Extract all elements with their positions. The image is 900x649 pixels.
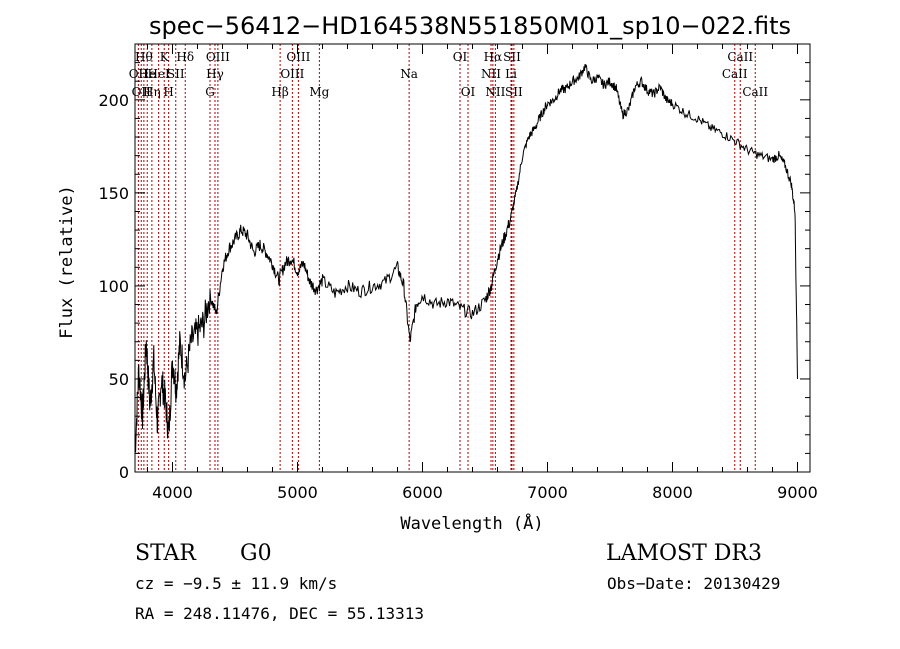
spectral-line-label: OII xyxy=(129,67,149,81)
spectral-line-label: H xyxy=(163,85,173,99)
spectral-line-label: Hθ xyxy=(135,50,153,64)
spectral-line-label: CaII xyxy=(742,85,768,99)
spectral-line-labels: OII OII Hθ He Hη HeI K H SII Hδ G Hγ OIII Hβ OIII OIII M… xyxy=(129,50,769,99)
spectral-line-label: Li xyxy=(505,67,517,81)
spectral-line-label: Hγ xyxy=(206,67,224,81)
spectral-line-label: OIII xyxy=(280,67,304,81)
spectral-line-label: HeI xyxy=(147,67,170,81)
spectral-line-label: NII xyxy=(485,85,505,99)
spectral-line-label: CaII xyxy=(722,67,748,81)
x-tick-label: 9000 xyxy=(777,483,818,502)
spectral-line-label: Hα xyxy=(484,50,503,64)
observation-date: Obs−Date: 20130429 xyxy=(607,574,780,593)
spectral-line-label: SII xyxy=(505,85,523,99)
spectral-line-label: Hδ xyxy=(176,50,194,64)
object-subclass: G0 xyxy=(240,541,272,566)
y-tick-label: 50 xyxy=(109,370,129,389)
spectral-line-label: G xyxy=(205,85,215,99)
spectral-line-label: Mg xyxy=(309,85,329,99)
x-tick-label: 5000 xyxy=(277,483,318,502)
x-tick-label: 4000 xyxy=(152,483,193,502)
spectral-line-markers xyxy=(137,44,756,472)
axis-ticks: 4000 5000 6000 7000 8000 9000 0 50 100 150 200 xyxy=(98,44,818,502)
spectral-line-label: OIII xyxy=(286,50,310,64)
spectral-line-label: He xyxy=(138,67,156,81)
spectral-line-label: Hη xyxy=(143,85,161,99)
x-axis-label: Wavelength (Å) xyxy=(400,512,543,534)
y-tick-label: 0 xyxy=(119,463,129,482)
spectral-line-label: Na xyxy=(400,67,418,81)
survey-name: LAMOST DR3 xyxy=(606,541,762,566)
spectral-line-label: OI xyxy=(453,50,468,64)
object-class: STAR xyxy=(135,541,197,566)
spectrum-series-line xyxy=(134,64,798,454)
y-tick-label: 100 xyxy=(98,277,129,296)
x-tick-label: 7000 xyxy=(527,483,568,502)
spectral-line-label: OI xyxy=(461,85,476,99)
spectral-line-label: OIII xyxy=(206,50,230,64)
x-tick-label: 6000 xyxy=(402,483,443,502)
chart-title: spec−56412−HD164538N551850M01_sp10−022.f… xyxy=(149,12,791,40)
spectral-line-label: OII xyxy=(132,85,152,99)
plot-frame xyxy=(134,43,811,473)
spectral-line-label: Hβ xyxy=(271,85,288,99)
y-tick-label: 200 xyxy=(98,91,129,110)
y-tick-label: 150 xyxy=(98,184,129,203)
spectral-line-label: NII xyxy=(481,67,501,81)
spectral-line-label: SII xyxy=(167,67,185,81)
spectral-line-label: CaII xyxy=(727,50,753,64)
sky-coordinates: RA = 248.11476, DEC = 55.13313 xyxy=(135,604,424,623)
axes xyxy=(134,43,811,473)
spectral-line-label: SII xyxy=(503,50,521,64)
redshift-value: cz = −9.5 ± 11.9 km/s xyxy=(135,574,337,593)
spectral-line-label: K xyxy=(160,50,170,64)
y-axis-label: Flux (relative) xyxy=(57,185,77,339)
x-tick-label: 8000 xyxy=(652,483,693,502)
